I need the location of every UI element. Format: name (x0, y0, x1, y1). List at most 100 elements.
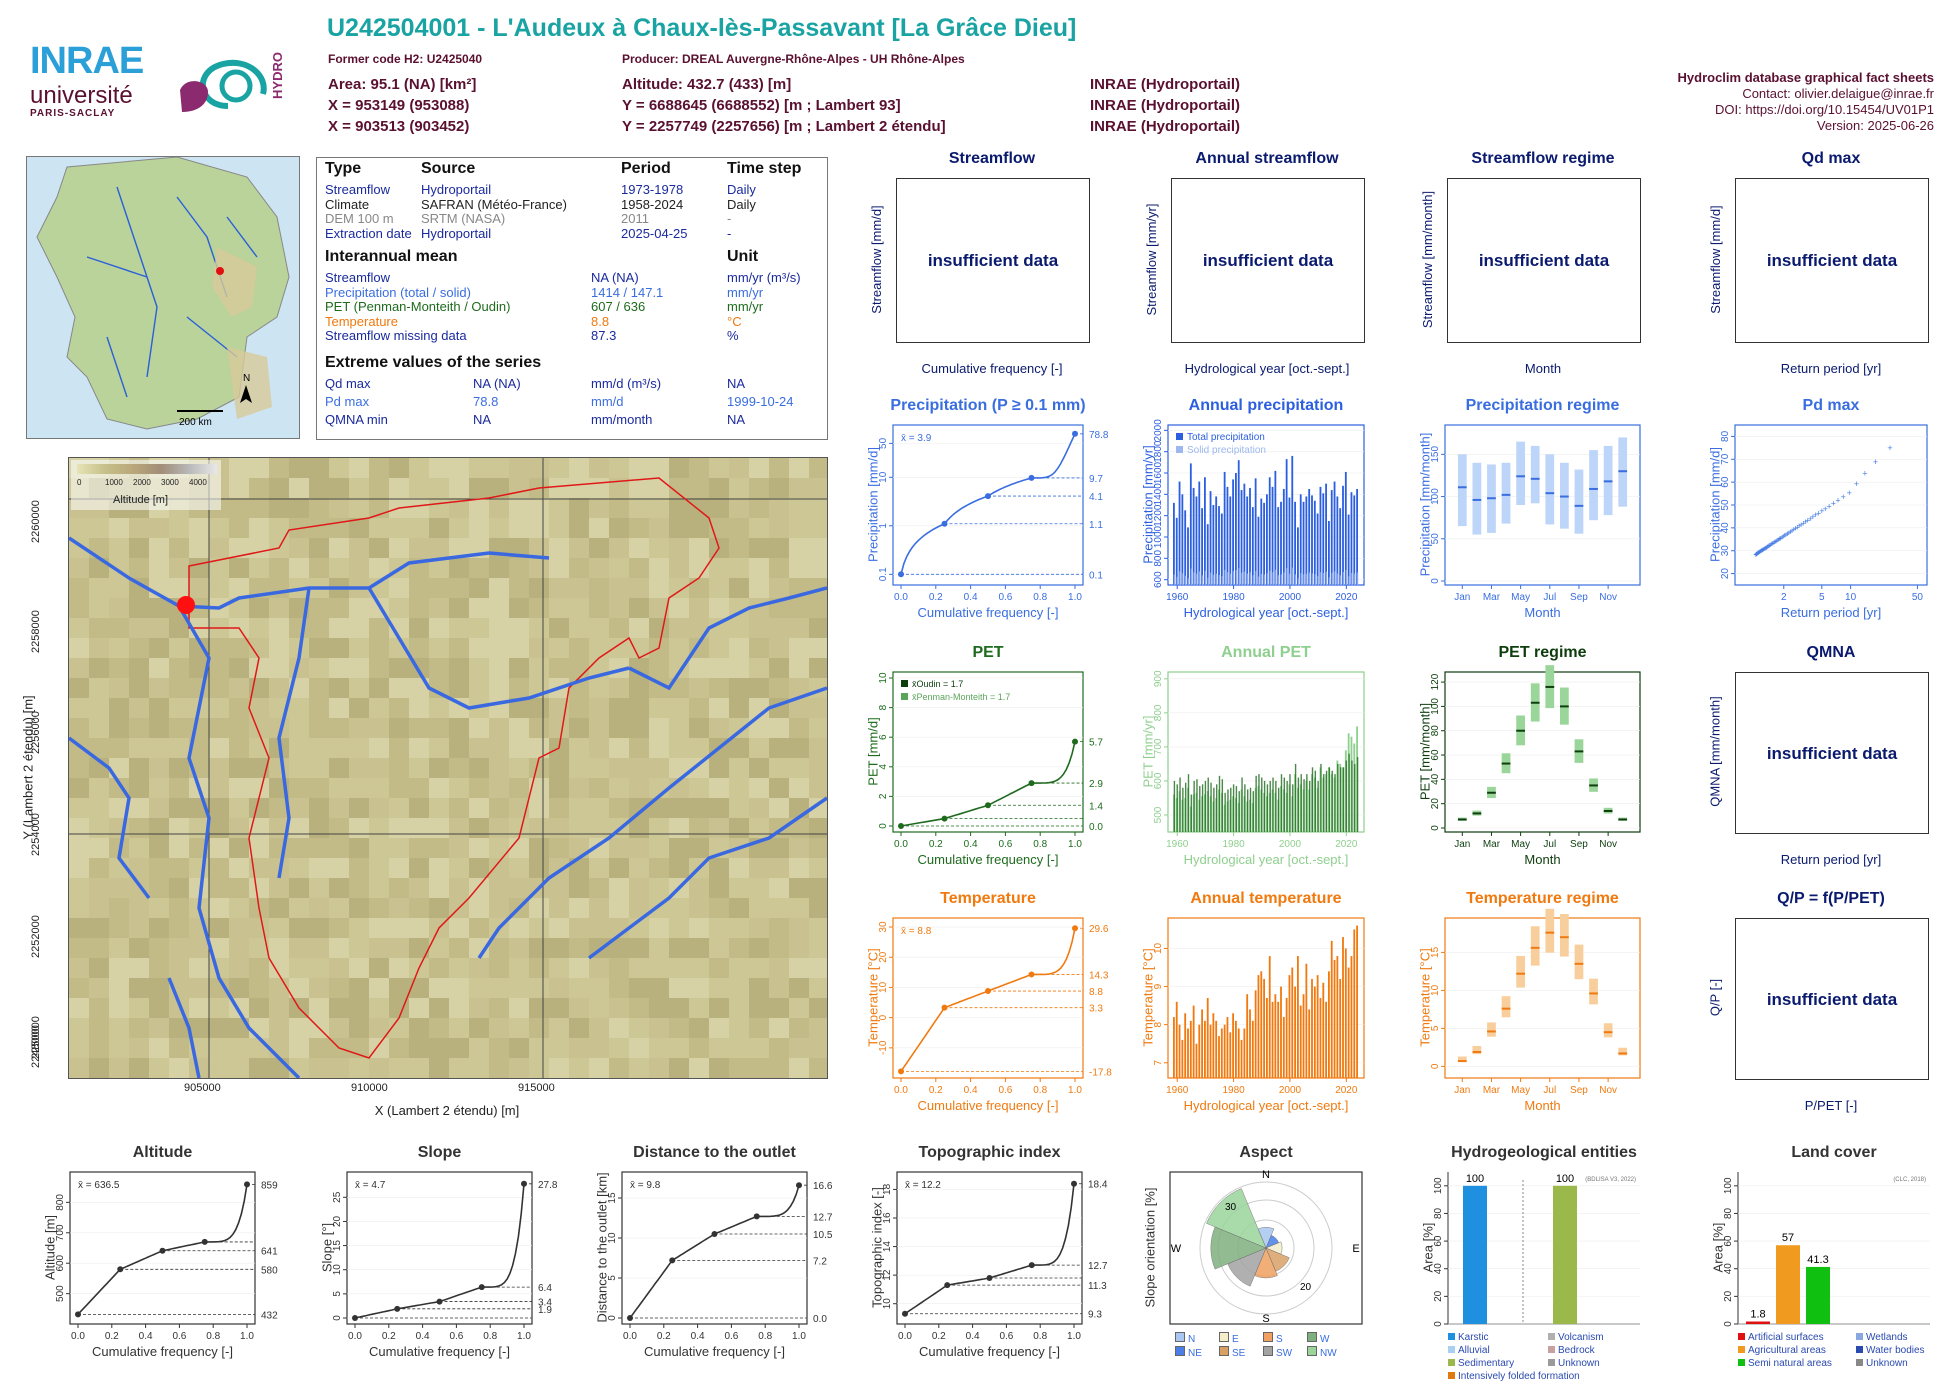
terrain-cell (289, 1058, 309, 1078)
terrain-cell (209, 838, 229, 858)
ytick-label: -10 (878, 1040, 889, 1055)
xtick-label: Sep (1570, 839, 1588, 850)
terrain-cell (489, 978, 509, 998)
terrain-cell (189, 818, 209, 838)
annual-bar-2 (1286, 567, 1288, 585)
terrain-cell (89, 998, 109, 1018)
terrain-cell (489, 658, 509, 678)
terrain-cell (689, 958, 709, 978)
terrain-cell (469, 518, 489, 538)
annual-bar-2 (1275, 780, 1277, 832)
terrain-cell (129, 738, 149, 758)
terrain-cell (809, 838, 827, 858)
annual-bar-2 (1230, 787, 1232, 832)
terrain-cell (329, 838, 349, 858)
cdf-value-label: 14.3 (1089, 970, 1109, 981)
cdf-value-label: 78.8 (1089, 430, 1109, 441)
terrain-cell (229, 958, 249, 978)
terrain-cell (329, 878, 349, 898)
annual-bar (1237, 460, 1240, 585)
river (587, 796, 827, 960)
terrain-cell (349, 518, 369, 538)
pdmax-point: + (1777, 534, 1782, 544)
annual-bar (1198, 481, 1201, 585)
terrain-cell (809, 878, 827, 898)
mean-label: x̄ = 3.9 (901, 433, 932, 444)
terrain-cell (789, 658, 809, 678)
terrain-cell (789, 698, 809, 718)
terrain-cell (769, 478, 789, 498)
hydrogeo-legend-item: Alluvial (1448, 1345, 1490, 1356)
terrain-cell (449, 458, 469, 478)
altitude-value: Altitude: 432.7 (433) [m] (622, 76, 792, 93)
terrain-cell (509, 998, 529, 1018)
terrain-cell (549, 1018, 569, 1038)
xtick-label: 0.2 (929, 1085, 943, 1096)
terrain-cell (709, 718, 729, 738)
terrain-cell (129, 818, 149, 838)
terrain-cell (209, 638, 229, 658)
extreme-value: NA (NA) (473, 376, 521, 391)
terrain-cell (649, 598, 669, 618)
terrain-cell (649, 578, 669, 598)
terrain-cell (209, 798, 229, 818)
terrain-cell (729, 578, 749, 598)
terrain-cell (569, 758, 589, 778)
terrain-cell (489, 958, 509, 978)
annual-bar (1294, 986, 1296, 1078)
terrain-cell (629, 678, 649, 698)
terrain-cell (689, 918, 709, 938)
terrain-cell (809, 658, 827, 678)
terrain-cell (709, 758, 729, 778)
category-bar (1746, 1321, 1770, 1324)
france-minimap: 200 km N (26, 156, 300, 439)
terrain-cell (569, 898, 589, 918)
terrain-cell (749, 718, 769, 738)
terrain-cell (89, 958, 109, 978)
terrain-cell (169, 758, 189, 778)
terrain-cell (169, 638, 189, 658)
panel-title-qp: Q/P = f(P/PET) (1777, 890, 1885, 907)
header-type: Type (325, 160, 362, 177)
terrain-cell (589, 678, 609, 698)
terrain-cell (729, 978, 749, 998)
terrain-cell (309, 658, 329, 678)
annual-bar (1257, 516, 1260, 585)
terrain-cell (229, 598, 249, 618)
terrain-cell (429, 498, 449, 518)
terrain-cell (429, 618, 449, 638)
ytick-label: 10 (882, 1298, 893, 1310)
terrain-cell (569, 978, 589, 998)
terrain-cell (649, 1018, 669, 1038)
terrain-cell (149, 558, 169, 578)
terrain-cell (409, 1058, 429, 1078)
terrain-cell (229, 658, 249, 678)
terrain-cell (609, 598, 629, 618)
terrain-cell (249, 638, 269, 658)
annual-bar (1344, 948, 1347, 1078)
terrain-cell (189, 978, 209, 998)
terrain-cell (629, 878, 649, 898)
annual-bar (1328, 971, 1330, 1078)
terrain-cell (469, 458, 489, 478)
terrain-cell (289, 858, 309, 878)
annual-bar (1342, 485, 1344, 585)
aspect-legend-label: S (1276, 1334, 1283, 1345)
annual-bar-2 (1207, 777, 1209, 832)
annual-bar (1274, 994, 1277, 1078)
terrain-cell (689, 698, 709, 718)
regime-box (1516, 955, 1525, 988)
annual-bar-2 (1345, 760, 1348, 832)
terrain-cell (389, 658, 409, 678)
terrain-cell (429, 898, 449, 918)
terrain-cell (289, 958, 309, 978)
terrain-cell (669, 638, 689, 658)
terrain-cell (289, 758, 309, 778)
panel-title-temp: Temperature (940, 890, 1036, 907)
ytick-label: 80 (1430, 725, 1441, 737)
terrain-cell (609, 998, 629, 1018)
terrain-cell (289, 718, 309, 738)
terrain-cell (209, 938, 229, 958)
terrain-cell (409, 478, 429, 498)
cdf-value-label: 7.2 (813, 1256, 827, 1267)
